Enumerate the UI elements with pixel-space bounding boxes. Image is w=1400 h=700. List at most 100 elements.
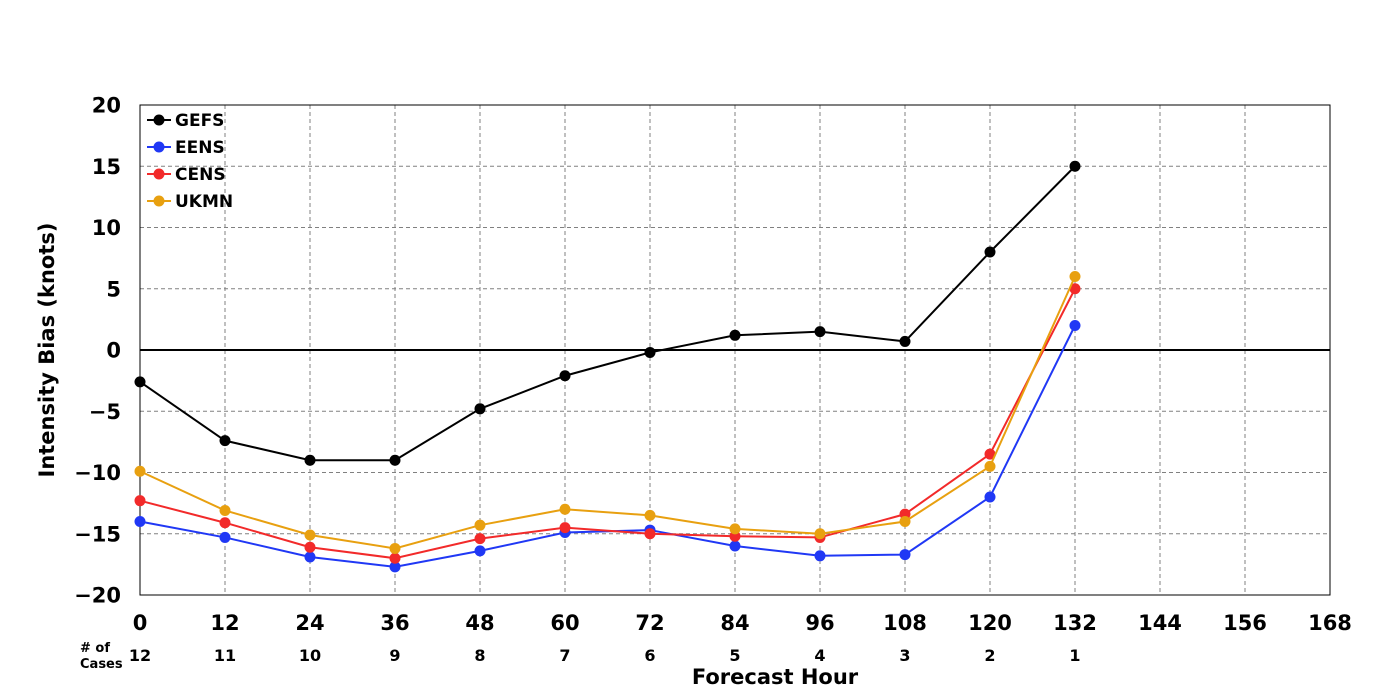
point-eens-36	[389, 561, 401, 573]
point-eens-12	[219, 531, 231, 543]
cases-value-84: 5	[729, 646, 740, 665]
legend-item-cens: CENS	[147, 165, 226, 185]
point-eens-96	[814, 550, 826, 562]
data-series	[134, 160, 1081, 573]
x-tick-label-108: 108	[883, 611, 927, 635]
x-tick-label-120: 120	[968, 611, 1012, 635]
point-gefs-108	[899, 335, 911, 347]
point-cens-24	[304, 541, 316, 553]
point-ukmn-108	[899, 516, 911, 527]
point-gefs-96	[814, 326, 826, 338]
point-ukmn-60	[559, 503, 571, 515]
point-eens-108	[899, 549, 911, 561]
point-cens-0	[134, 495, 146, 507]
cases-value-12: 11	[214, 646, 236, 665]
point-eens-24	[304, 551, 316, 563]
point-ukmn-84	[729, 523, 741, 535]
cases-row: 12 11 10 9 8 7 6 5 4 3 2 1	[129, 646, 1081, 665]
point-eens-84	[729, 540, 741, 552]
point-cens-12	[219, 517, 231, 529]
legend-marker-ukmn	[153, 195, 165, 207]
x-tick-label-144: 144	[1138, 611, 1182, 635]
point-cens-132	[1069, 283, 1081, 295]
plot-area-frame	[139, 104, 1331, 596]
legend-marker-gefs	[153, 114, 165, 126]
point-ukmn-24	[304, 529, 316, 541]
legend-label-ukmn: UKMN	[175, 192, 233, 212]
legend-marker-cens	[153, 168, 165, 180]
y-tick-label-10: 10	[92, 216, 121, 240]
x-tick-label-84: 84	[720, 611, 749, 635]
point-ukmn-72	[644, 509, 656, 521]
x-axis-title: Forecast Hour	[692, 665, 859, 689]
cases-value-72: 6	[644, 646, 655, 665]
point-gefs-120	[984, 246, 996, 258]
point-eens-120	[984, 491, 996, 503]
point-cens-48	[474, 533, 486, 545]
legend-label-cens: CENS	[175, 165, 226, 185]
point-eens-132	[1069, 320, 1081, 331]
cases-value-24: 10	[299, 646, 321, 665]
cases-value-48: 8	[474, 646, 485, 665]
cases-value-120: 2	[984, 646, 995, 665]
x-axis-ticks: 0 12 24 36 48 60 72 84 96 108 120 132 144 156 168	[133, 611, 1352, 635]
legend-item-gefs: GEFS	[147, 111, 224, 131]
series-gefs	[134, 160, 1081, 466]
y-tick-label-0: 0	[106, 339, 121, 363]
point-ukmn-48	[474, 519, 486, 531]
point-cens-60	[559, 522, 571, 534]
series-line-ukmn	[139, 276, 1076, 550]
legend: GEFS EENS CENS UKMN	[147, 111, 233, 212]
point-cens-72	[644, 528, 656, 540]
point-gefs-84	[729, 329, 741, 341]
cases-value-96: 4	[814, 646, 825, 665]
cases-value-108: 3	[899, 646, 910, 665]
y-axis-ticks: 20 15 10 5 0 −5 −10 −15 −20	[74, 94, 121, 608]
point-gefs-60	[559, 370, 571, 382]
x-tick-label-12: 12	[210, 611, 239, 635]
point-gefs-72	[644, 346, 656, 358]
x-tick-label-156: 156	[1223, 611, 1267, 635]
y-tick-label--15: −15	[74, 522, 121, 546]
x-tick-label-36: 36	[380, 611, 409, 635]
cases-value-132: 1	[1069, 646, 1080, 665]
y-tick-label-20: 20	[92, 94, 121, 118]
legend-label-gefs: GEFS	[175, 111, 224, 131]
x-tick-label-60: 60	[550, 611, 579, 635]
y-axis-title: Intensity Bias (knots)	[35, 223, 59, 478]
x-tick-label-24: 24	[295, 611, 324, 635]
cases-row-label-line1: # of	[80, 641, 110, 656]
legend-label-eens: EENS	[175, 138, 225, 158]
cases-value-0: 12	[129, 646, 151, 665]
series-line-cens	[139, 288, 1076, 560]
point-eens-48	[474, 545, 486, 557]
cases-value-36: 9	[389, 646, 400, 665]
point-gefs-36	[389, 454, 401, 466]
point-eens-0	[134, 516, 146, 527]
series-line-gefs	[139, 165, 1076, 462]
point-gefs-48	[474, 403, 486, 415]
series-eens	[134, 320, 1081, 573]
y-tick-label--5: −5	[89, 400, 121, 424]
cases-value-60: 7	[559, 646, 570, 665]
x-tick-label-132: 132	[1053, 611, 1097, 635]
point-cens-36	[389, 552, 401, 564]
y-tick-label--20: −20	[74, 584, 121, 608]
x-tick-label-96: 96	[805, 611, 834, 635]
point-ukmn-120	[984, 460, 996, 472]
cases-row-label-line2: Cases	[80, 657, 123, 672]
x-tick-label-168: 168	[1308, 611, 1352, 635]
x-tick-label-0: 0	[133, 611, 148, 635]
point-gefs-132	[1069, 160, 1081, 172]
point-ukmn-96	[814, 528, 826, 540]
series-ukmn	[134, 271, 1081, 554]
x-tick-label-48: 48	[465, 611, 494, 635]
point-ukmn-132	[1069, 271, 1081, 282]
y-tick-label--10: −10	[74, 461, 121, 485]
point-gefs-0	[134, 376, 146, 388]
point-ukmn-36	[389, 542, 401, 554]
point-cens-120	[984, 448, 996, 460]
point-gefs-24	[304, 454, 316, 466]
